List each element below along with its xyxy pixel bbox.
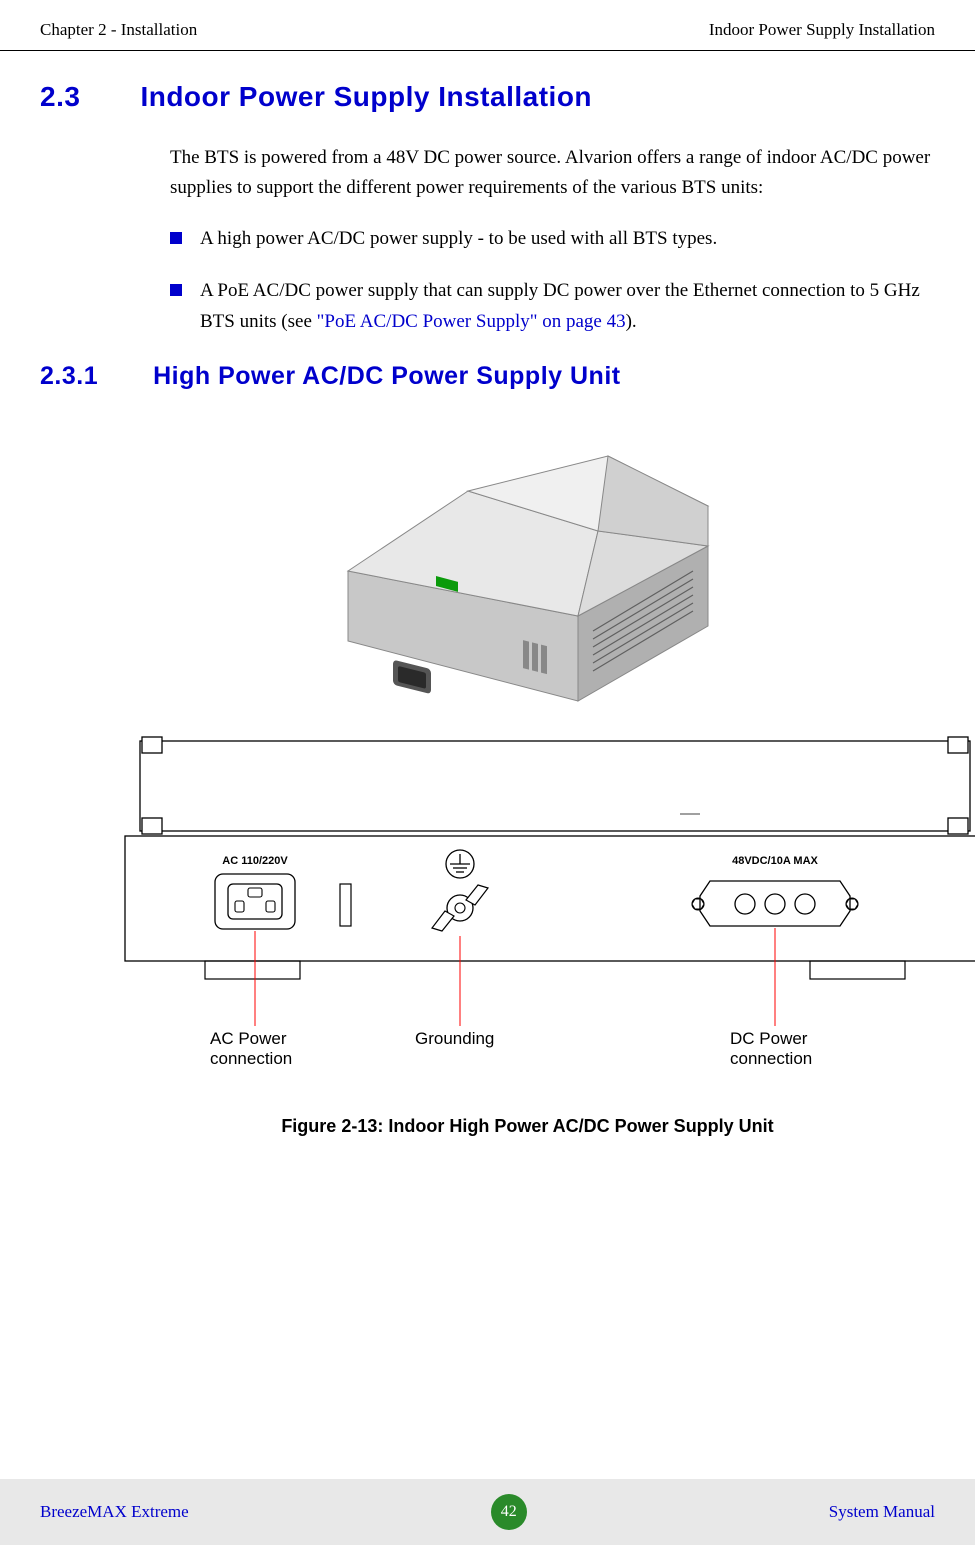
bullet-text: A PoE AC/DC power supply that can supply…: [200, 276, 935, 337]
page-number-badge: 42: [491, 1494, 527, 1530]
figure-caption: Figure 2-13: Indoor High Power AC/DC Pow…: [120, 1116, 935, 1137]
bullet-list: A high power AC/DC power supply - to be …: [170, 224, 935, 337]
page-header: Chapter 2 - Installation Indoor Power Su…: [0, 0, 975, 51]
device-3d-icon: [298, 421, 758, 711]
page-footer: BreezeMAX Extreme 42 System Manual: [0, 1479, 975, 1545]
bullet-icon: [170, 232, 182, 244]
ac-label-text: AC 110/220V: [222, 855, 288, 867]
section-heading: 2.3 Indoor Power Supply Installation: [40, 81, 935, 113]
section-title: Indoor Power Supply Installation: [140, 81, 592, 113]
callout-ac-line2: connection: [210, 1049, 292, 1066]
rear-panel-diagram: AC 110/220V: [120, 736, 975, 1071]
header-right: Indoor Power Supply Installation: [709, 20, 935, 40]
section-number: 2.3: [40, 81, 80, 113]
callout-dc-line2: connection: [730, 1049, 812, 1066]
list-item: A PoE AC/DC power supply that can supply…: [170, 276, 935, 337]
list-item: A high power AC/DC power supply - to be …: [170, 224, 935, 254]
subsection-heading: 2.3.1 High Power AC/DC Power Supply Unit: [40, 362, 935, 391]
figure-container: AC 110/220V: [120, 421, 935, 1137]
bullet-icon: [170, 284, 182, 296]
subsection-number: 2.3.1: [40, 362, 98, 391]
intro-paragraph: The BTS is powered from a 48V DC power s…: [170, 143, 935, 204]
callout-ground: Grounding: [415, 1029, 494, 1048]
content-area: 2.3 Indoor Power Supply Installation The…: [0, 81, 975, 1137]
callout-ac-line1: AC Power: [210, 1029, 287, 1048]
dc-label-text: 48VDC/10A MAX: [732, 855, 818, 867]
footer-left: BreezeMAX Extreme: [40, 1502, 189, 1522]
header-left: Chapter 2 - Installation: [40, 20, 197, 40]
cross-reference-link[interactable]: "PoE AC/DC Power Supply" on page 43: [317, 311, 626, 332]
bullet-text: A high power AC/DC power supply - to be …: [200, 224, 717, 254]
subsection-title: High Power AC/DC Power Supply Unit: [153, 362, 621, 391]
footer-right: System Manual: [829, 1502, 935, 1522]
callout-dc-line1: DC Power: [730, 1029, 808, 1048]
